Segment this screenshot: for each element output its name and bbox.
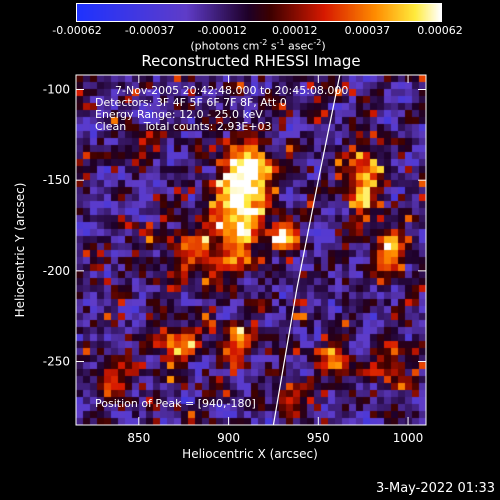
x-tick-label: 1000	[393, 431, 424, 445]
solar-limb-line	[272, 74, 341, 426]
colorbar-tick: -0.00062	[52, 24, 102, 37]
colorbar-tick: 0.00037	[344, 24, 391, 37]
x-tick-label: 850	[127, 431, 150, 445]
colorbar-tick: 0.00062	[417, 24, 463, 37]
colorbar	[76, 3, 442, 22]
info-time-range: 7-Nov-2005 20:42:48.000 to 20:45:08.000	[115, 84, 349, 97]
x-tick-label: 950	[307, 431, 330, 445]
observation-info: 7-Nov-2005 20:42:48.000 to 20:45:08.000 …	[95, 85, 348, 133]
chart-title: Reconstructed RHESSI Image	[141, 52, 361, 70]
x-tick-label: 900	[217, 431, 240, 445]
colorbar-tick: -0.00037	[124, 24, 175, 37]
x-axis-label: Heliocentric X (arcsec)	[182, 447, 318, 461]
info-clean: Clean Total counts: 2.93E+03	[95, 120, 272, 133]
info-energy: Energy Range: 12.0 - 25.0 keV	[95, 108, 263, 121]
colorbar-tick-labels: -0.00062 -0.00037 -0.00012 0.00012 0.000…	[52, 24, 462, 38]
y-tick-label: -200	[43, 264, 70, 278]
timestamp: 3-May-2022 01:33	[376, 481, 495, 496]
y-axis-ticks: -100 -150 -200 -250	[43, 83, 426, 369]
y-tick-label: -250	[43, 355, 70, 369]
heatmap-image	[76, 75, 426, 425]
y-tick-label: -100	[43, 83, 70, 97]
info-detectors: Detectors: 3F 4F 5F 6F 7F 8F, Att 0	[95, 96, 287, 109]
peak-position: Position of Peak = [940,-180]	[95, 397, 256, 410]
plot-frame	[75, 74, 427, 426]
x-axis-ticks: 850 900 950 1000	[127, 75, 423, 445]
colorbar-unit: (photons cm-2 s-1 asec-2)	[190, 38, 326, 53]
colorbar-tick: -0.00012	[197, 24, 247, 37]
y-axis-label: Heliocentric Y (arcsec)	[13, 182, 27, 318]
y-tick-label: -150	[43, 173, 70, 187]
colorbar-tick: 0.00012	[272, 24, 318, 37]
